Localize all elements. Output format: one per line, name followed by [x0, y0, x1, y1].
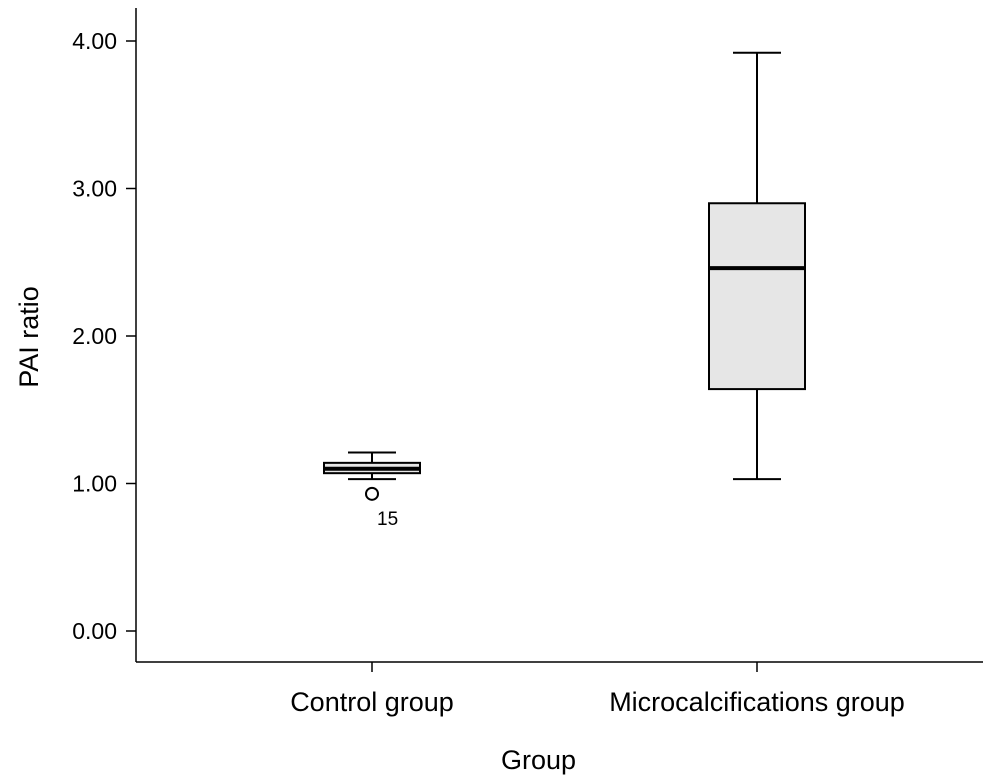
- outlier-point: [365, 486, 379, 501]
- y-tick-label: 3.00: [72, 176, 117, 202]
- x-tick-label: Microcalcifications group: [609, 687, 905, 717]
- y-tick-label: 4.00: [72, 28, 117, 54]
- box-control-group: 15: [323, 451, 421, 530]
- x-tick-label: Control group: [290, 687, 454, 717]
- outlier-label: 15: [377, 509, 398, 530]
- boxes: 15: [323, 51, 806, 530]
- box-iqr: [708, 202, 806, 391]
- y-tick-label: 1.00: [72, 471, 117, 497]
- y-tick-label: 2.00: [72, 323, 117, 349]
- box-microcalcifications-group: [708, 51, 806, 481]
- y-ticks: 0.00 1.00 2.00 3.00 4.00: [72, 28, 136, 644]
- y-axis-title: PAI ratio: [14, 286, 44, 388]
- x-ticks: Control group Microcalcifications group: [290, 662, 905, 717]
- y-tick-label: 0.00: [72, 618, 117, 644]
- x-axis-title: Group: [501, 745, 576, 775]
- axes: [135, 8, 983, 663]
